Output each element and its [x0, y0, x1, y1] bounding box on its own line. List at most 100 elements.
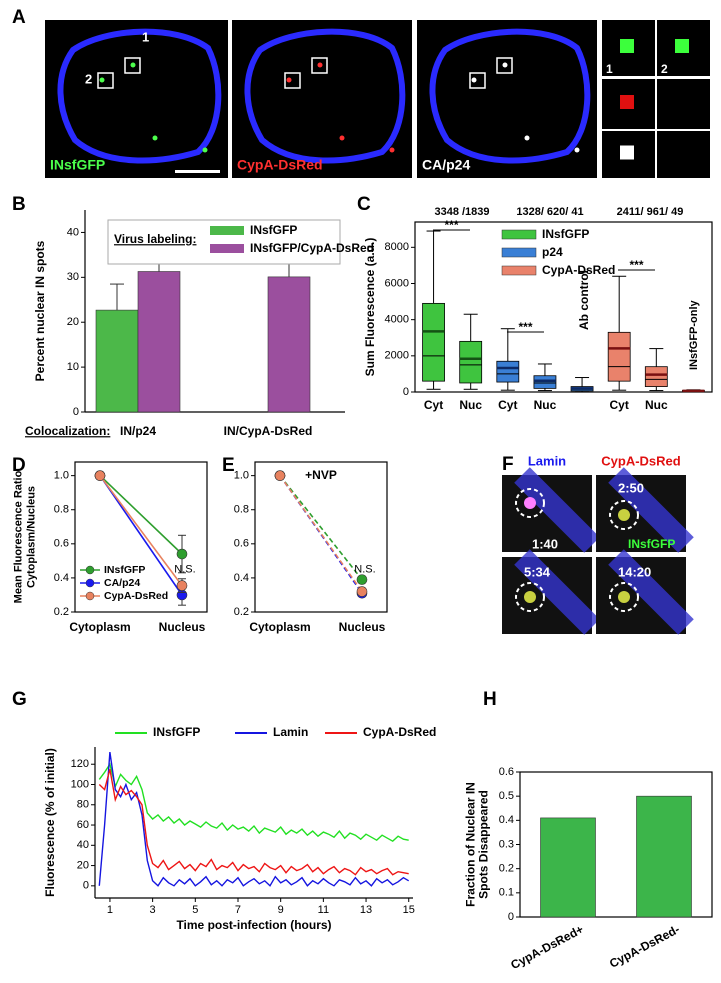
x-tick-label: CypA-DsRed-	[607, 922, 682, 971]
legend-label: INsfGFP	[153, 725, 200, 739]
legend-title: Virus labeling:	[114, 232, 196, 246]
y-tick-label: 0.1	[499, 887, 514, 899]
legend-label: Lamin	[273, 725, 308, 739]
spot	[202, 147, 208, 153]
bar	[267, 276, 311, 413]
legend-marker	[85, 578, 95, 588]
y-axis-label: Fluorescence (% of initial)	[43, 748, 57, 897]
box	[607, 331, 631, 382]
spot	[99, 77, 105, 83]
channel-label: CA/p24	[422, 157, 470, 173]
time-label: 5:34	[524, 564, 551, 579]
inset-spot	[675, 39, 689, 53]
group-label: 1328/ 620/ 41	[516, 206, 583, 218]
legend-label: CA/p24	[104, 577, 140, 589]
lamin	[608, 549, 694, 635]
plot-frame	[254, 461, 388, 613]
series-line	[99, 475, 183, 587]
legend-label: INsfGFP/CypA-DsRed	[250, 241, 374, 255]
point	[274, 470, 286, 481]
inset	[657, 79, 710, 129]
roi-box	[124, 57, 141, 74]
y-tick-label: 40	[77, 839, 89, 851]
x-tick-label: IN/CypA-DsRed	[224, 424, 313, 438]
point	[356, 574, 368, 585]
y-tick-label: 0	[83, 880, 89, 892]
x-tick-label: Nuc	[534, 398, 557, 412]
plot-frame	[74, 461, 208, 613]
annotation: INsfGFP-only	[688, 299, 700, 370]
y-tick-label: 6000	[385, 277, 409, 289]
x-tick-label: Nuc	[459, 398, 482, 412]
y-tick-label: 1.0	[54, 470, 69, 482]
series-line	[99, 475, 183, 596]
y-tick-label: 2000	[385, 350, 409, 362]
bar	[636, 795, 692, 918]
panel-label: A	[12, 7, 26, 28]
y-tick-label: 0.4	[234, 572, 249, 584]
y-axis-label: Mean Fluorescence Ratio	[12, 470, 24, 603]
legend-marker	[85, 565, 95, 575]
box	[422, 302, 445, 382]
spot	[317, 62, 323, 68]
inset	[657, 131, 710, 178]
y-tick-label: 20	[67, 316, 79, 328]
inset-number: 2	[661, 62, 668, 76]
x-tick-label: 15	[403, 904, 415, 916]
time-label: 14:20	[618, 564, 651, 579]
box	[644, 366, 668, 387]
y-axis-label: Spots Disappeared	[477, 790, 491, 899]
roi-number: 1	[142, 29, 149, 44]
y-tick-label: 0.4	[499, 814, 514, 826]
spot	[130, 62, 136, 68]
y-tick-label: 0.6	[234, 538, 249, 550]
x-tick-label: 11	[318, 904, 329, 916]
y-tick-label: 0.3	[499, 838, 514, 850]
y-tick-label: 0.8	[234, 504, 249, 516]
x-tick-label: 9	[278, 904, 284, 916]
legend-swatch	[210, 226, 244, 235]
tile-title: Lamin	[528, 453, 566, 468]
y-tick-label: 60	[77, 819, 89, 831]
y-axis-label: Percent nuclear IN spots	[33, 240, 47, 381]
y-tick-label: 10	[67, 361, 79, 373]
y-axis-label: Sum Fluorescence (a.u.)	[363, 238, 377, 377]
annotation: N.S.	[354, 563, 375, 575]
y-axis-label: Cytoplasm/Nucleus	[25, 486, 37, 588]
legend-label: p24	[542, 245, 563, 259]
plot-frame	[414, 221, 713, 393]
x-tick-label: CypA-DsRed+	[508, 922, 586, 972]
spot	[389, 147, 395, 153]
roi-box	[311, 57, 328, 74]
series-line	[279, 475, 363, 581]
roi-box	[284, 72, 301, 89]
point	[356, 586, 368, 597]
y-tick-label: 1.0	[234, 470, 249, 482]
y-tick-label: 0.2	[54, 606, 69, 618]
series-line	[99, 475, 183, 555]
y-tick-label: 0	[403, 386, 409, 398]
annotation: ***	[629, 258, 643, 272]
legend-label: INsfGFP	[104, 564, 145, 576]
annotation: ***	[444, 218, 458, 232]
bar	[540, 817, 596, 918]
series-line	[279, 475, 363, 594]
annotation: ***	[518, 320, 532, 334]
bar	[137, 271, 181, 413]
annotation: Ab control	[577, 270, 591, 330]
lamin	[514, 467, 600, 553]
legend-label: CypA-DsRed	[542, 263, 615, 277]
y-tick-label: 0.2	[499, 863, 514, 875]
x-tick-label: 5	[192, 904, 198, 916]
x-tick-label: Cytoplasm	[249, 620, 310, 634]
spot	[618, 591, 630, 603]
time-label: 1:40	[532, 536, 558, 551]
y-tick-label: 20	[77, 859, 89, 871]
x-tick-label: 13	[360, 904, 372, 916]
inset-number: 1	[606, 62, 613, 76]
x-tick-label: 3	[150, 904, 156, 916]
y-tick-label: 8000	[385, 241, 409, 253]
tile-title: CypA-DsRed	[601, 453, 681, 468]
lamin	[514, 549, 600, 635]
